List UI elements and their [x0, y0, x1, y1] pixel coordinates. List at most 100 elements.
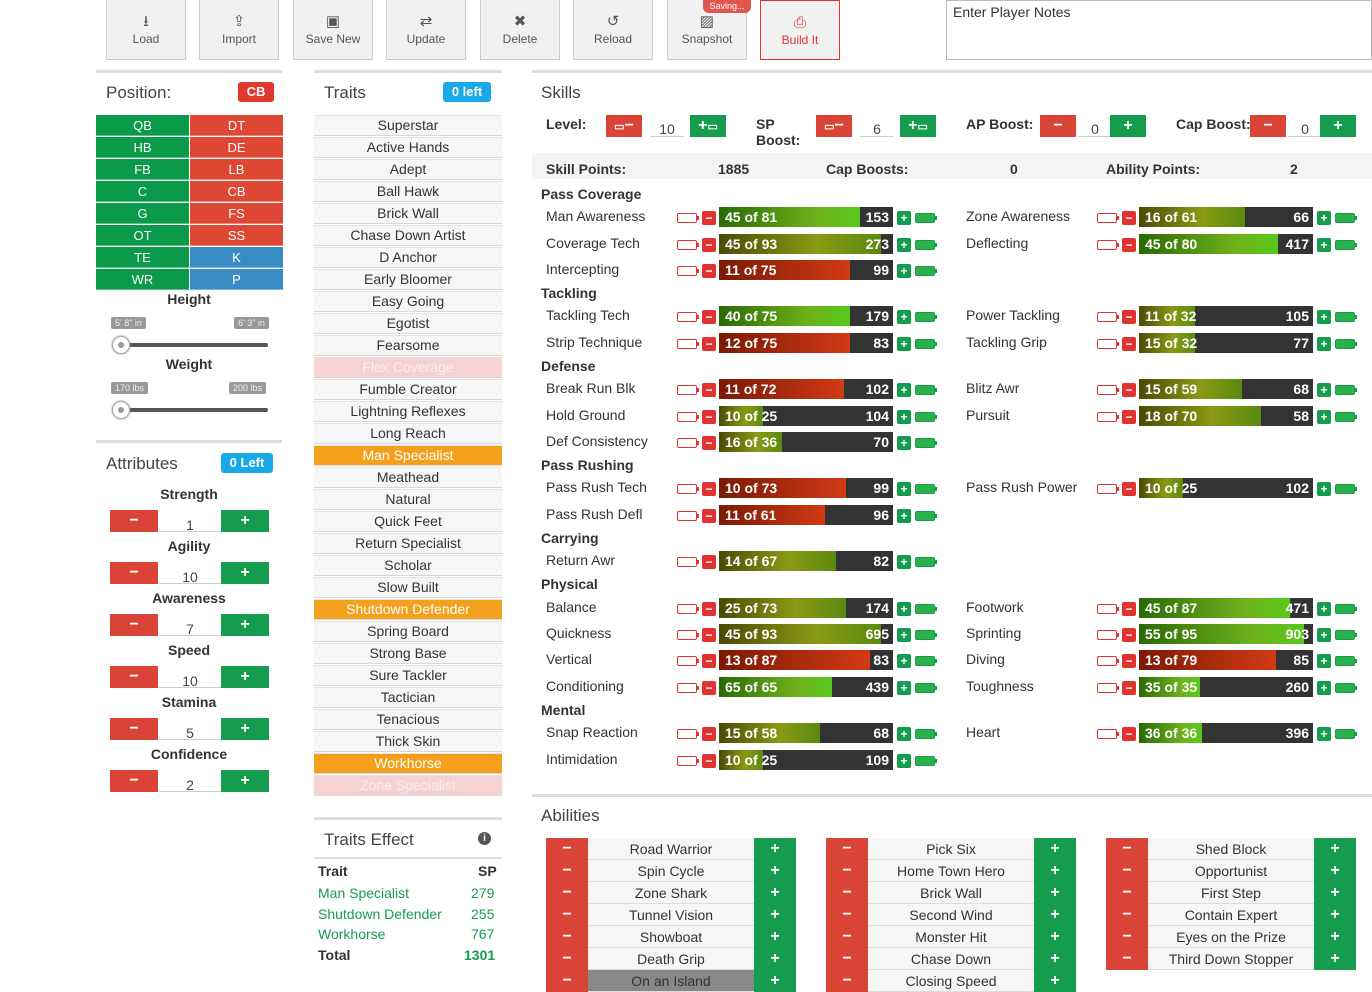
skill-decrease-button[interactable]: −	[1122, 310, 1136, 324]
build-button[interactable]: ⎙ Build It	[760, 0, 840, 60]
battery-empty-icon[interactable]	[1097, 604, 1119, 614]
trait-item[interactable]: Thick Skin	[314, 731, 502, 752]
battery-empty-icon[interactable]	[677, 385, 699, 395]
ability-remove-button[interactable]: −	[826, 904, 868, 926]
battery-empty-icon[interactable]	[677, 630, 699, 640]
skill-increase-button[interactable]: +	[1317, 602, 1331, 616]
save-new-button[interactable]: ▣ Save New	[293, 0, 373, 60]
ability-remove-button[interactable]: −	[1106, 860, 1148, 882]
ability-remove-button[interactable]: −	[826, 926, 868, 948]
position-option[interactable]: FB	[96, 159, 189, 180]
skill-increase-button[interactable]: +	[897, 754, 911, 768]
ability-remove-button[interactable]: −	[546, 860, 588, 882]
battery-empty-icon[interactable]	[1097, 240, 1119, 250]
battery-full-icon[interactable]	[915, 604, 937, 614]
trait-item[interactable]: Fearsome	[314, 335, 502, 356]
ability-add-button[interactable]: +	[1314, 838, 1356, 860]
position-option[interactable]: HB	[96, 137, 189, 158]
ability-add-button[interactable]: +	[754, 904, 796, 926]
ability-remove-button[interactable]: −	[826, 948, 868, 970]
ability-add-button[interactable]: +	[1034, 948, 1076, 970]
attribute-decrease-button[interactable]: −	[110, 562, 158, 584]
trait-item[interactable]: Long Reach	[314, 423, 502, 444]
battery-full-icon[interactable]	[1335, 630, 1357, 640]
battery-empty-icon[interactable]	[677, 240, 699, 250]
cap-decrease-button[interactable]: −	[1250, 115, 1286, 137]
ability-name[interactable]: Closing Speed	[868, 970, 1034, 992]
skill-decrease-button[interactable]: −	[702, 211, 716, 225]
ability-name[interactable]: Death Grip	[588, 948, 754, 970]
skill-increase-button[interactable]: +	[1317, 383, 1331, 397]
skill-decrease-button[interactable]: −	[702, 727, 716, 741]
trait-item[interactable]: Chase Down Artist	[314, 225, 502, 246]
battery-full-icon[interactable]	[915, 630, 937, 640]
battery-full-icon[interactable]	[1335, 484, 1357, 494]
battery-empty-icon[interactable]	[1097, 339, 1119, 349]
position-option[interactable]: LB	[190, 159, 283, 180]
ability-name[interactable]: Zone Shark	[588, 882, 754, 904]
ability-name[interactable]: Spin Cycle	[588, 860, 754, 882]
battery-full-icon[interactable]	[915, 240, 937, 250]
battery-empty-icon[interactable]	[677, 266, 699, 276]
skill-increase-button[interactable]: +	[897, 264, 911, 278]
skill-increase-button[interactable]: +	[897, 482, 911, 496]
skill-increase-button[interactable]: +	[1317, 211, 1331, 225]
ability-remove-button[interactable]: −	[546, 926, 588, 948]
battery-full-icon[interactable]	[1335, 240, 1357, 250]
ability-remove-button[interactable]: −	[826, 860, 868, 882]
battery-empty-icon[interactable]	[677, 557, 699, 567]
battery-empty-icon[interactable]	[1097, 312, 1119, 322]
ability-remove-button[interactable]: −	[826, 838, 868, 860]
skill-increase-button[interactable]: +	[897, 654, 911, 668]
battery-full-icon[interactable]	[915, 484, 937, 494]
battery-full-icon[interactable]	[915, 557, 937, 567]
ability-add-button[interactable]: +	[1314, 926, 1356, 948]
battery-full-icon[interactable]	[1335, 656, 1357, 666]
battery-full-icon[interactable]	[915, 683, 937, 693]
battery-full-icon[interactable]	[915, 213, 937, 223]
skill-decrease-button[interactable]: −	[702, 383, 716, 397]
ability-remove-button[interactable]: −	[826, 882, 868, 904]
skill-increase-button[interactable]: +	[1317, 482, 1331, 496]
skill-increase-button[interactable]: +	[1317, 628, 1331, 642]
ability-add-button[interactable]: +	[1034, 926, 1076, 948]
trait-item[interactable]: Active Hands	[314, 137, 502, 158]
attribute-increase-button[interactable]: +	[221, 770, 269, 792]
battery-empty-icon[interactable]	[677, 213, 699, 223]
position-option[interactable]: QB	[96, 115, 189, 136]
load-button[interactable]: ⭳ Load	[106, 0, 186, 60]
skill-increase-button[interactable]: +	[1317, 654, 1331, 668]
battery-empty-icon[interactable]	[677, 484, 699, 494]
skill-decrease-button[interactable]: −	[1122, 727, 1136, 741]
position-option[interactable]: WR	[96, 269, 189, 290]
skill-increase-button[interactable]: +	[897, 681, 911, 695]
ability-add-button[interactable]: +	[754, 970, 796, 992]
ability-add-button[interactable]: +	[1034, 904, 1076, 926]
skill-increase-button[interactable]: +	[897, 436, 911, 450]
skill-increase-button[interactable]: +	[1317, 410, 1331, 424]
sp-decrease-button[interactable]: ▭−	[816, 115, 852, 137]
ability-remove-button[interactable]: −	[1106, 926, 1148, 948]
ability-name[interactable]: Brick Wall	[868, 882, 1034, 904]
skill-increase-button[interactable]: +	[897, 602, 911, 616]
ability-name[interactable]: On an Island	[588, 970, 754, 992]
skill-increase-button[interactable]: +	[1317, 727, 1331, 741]
ability-name[interactable]: Pick Six	[868, 838, 1034, 860]
trait-item[interactable]: Shutdown Defender	[314, 599, 502, 620]
battery-empty-icon[interactable]	[1097, 630, 1119, 640]
skill-increase-button[interactable]: +	[897, 383, 911, 397]
ability-name[interactable]: First Step	[1148, 882, 1314, 904]
skill-increase-button[interactable]: +	[1317, 681, 1331, 695]
position-option[interactable]: SS	[190, 225, 283, 246]
ability-remove-button[interactable]: −	[546, 970, 588, 992]
battery-empty-icon[interactable]	[677, 412, 699, 422]
battery-empty-icon[interactable]	[677, 312, 699, 322]
trait-item[interactable]: Tactician	[314, 687, 502, 708]
ability-add-button[interactable]: +	[754, 838, 796, 860]
trait-item[interactable]: Easy Going	[314, 291, 502, 312]
ability-name[interactable]: Contain Expert	[1148, 904, 1314, 926]
trait-item[interactable]: Quick Feet	[314, 511, 502, 532]
battery-full-icon[interactable]	[1335, 213, 1357, 223]
battery-full-icon[interactable]	[1335, 312, 1357, 322]
skill-decrease-button[interactable]: −	[1122, 238, 1136, 252]
